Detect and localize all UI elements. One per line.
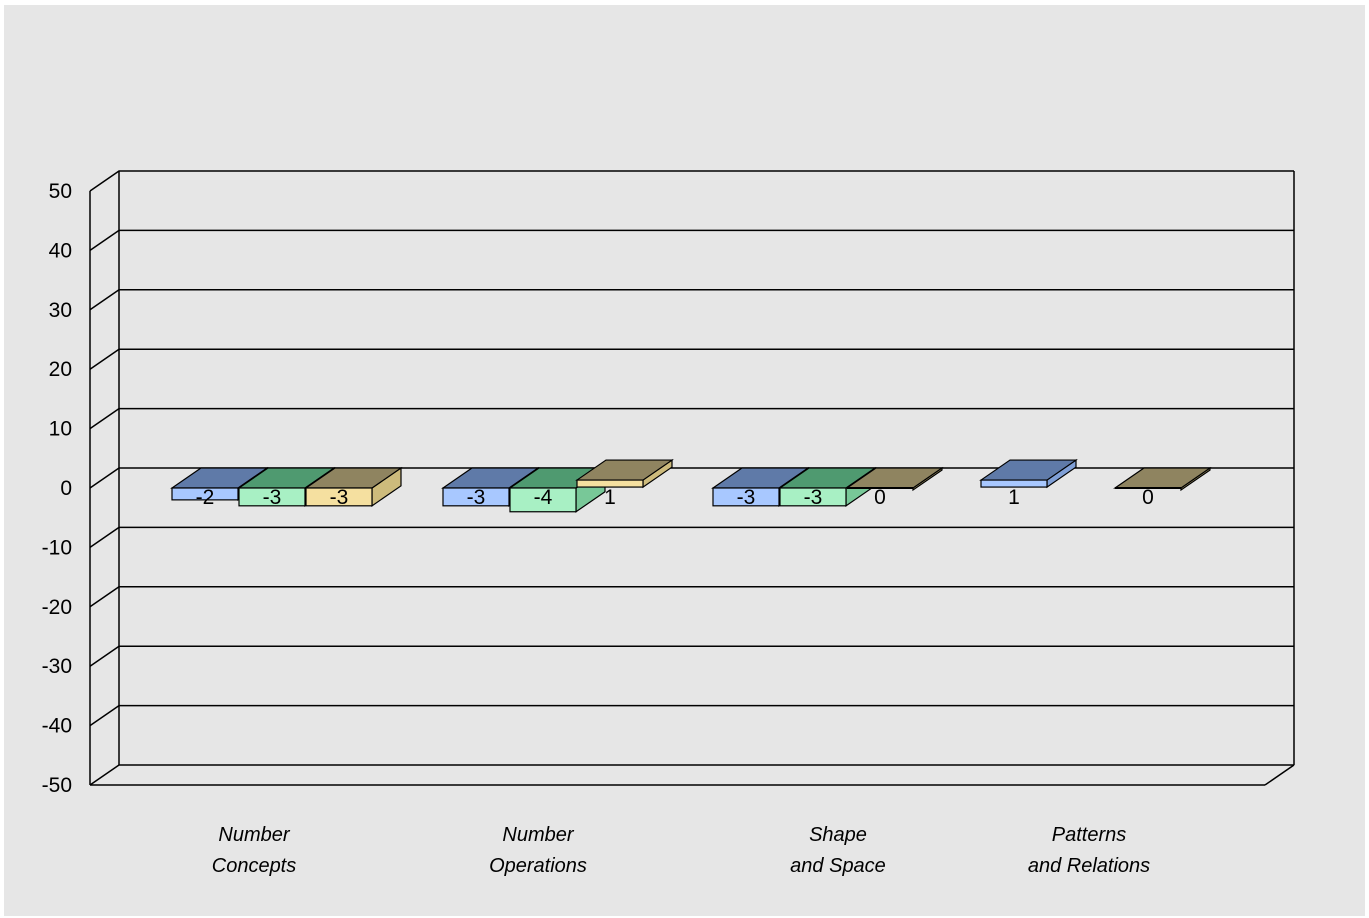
y-tick-label: 20 <box>49 358 72 381</box>
bar-value-label: -3 <box>804 486 823 509</box>
gridline <box>89 407 1294 430</box>
gridline <box>89 526 1294 549</box>
gridline <box>89 170 1294 192</box>
floor-right-edge <box>1264 764 1295 786</box>
gridline <box>89 704 1294 727</box>
x-category-label: Shape <box>809 824 867 846</box>
gridline <box>89 586 1294 608</box>
bar-value-label: -4 <box>534 486 553 509</box>
x-category-label: Operations <box>489 855 587 877</box>
bar-front <box>238 487 306 507</box>
bar-value-label: -2 <box>196 486 215 509</box>
bar-value-label: 1 <box>1008 486 1020 509</box>
bar-value-label: -3 <box>263 486 282 509</box>
y-tick-label: 50 <box>49 180 72 203</box>
bar-value-label: 1 <box>604 486 616 509</box>
bar-value-label: -3 <box>467 486 486 509</box>
x-category-label: Number <box>218 824 290 846</box>
y-tick-label: -10 <box>42 536 72 559</box>
x-category-label: and Relations <box>1028 855 1150 877</box>
bar-value-label: -3 <box>330 486 349 509</box>
bar-value-label: 0 <box>874 486 886 509</box>
bar-front <box>712 487 780 507</box>
bar-top <box>1113 467 1212 489</box>
gridline <box>89 289 1294 311</box>
bar-front <box>980 479 1048 488</box>
x-category-label: Concepts <box>212 855 297 877</box>
y-tick-label: -40 <box>42 715 72 738</box>
y-tick-label: -30 <box>42 655 72 678</box>
bar-value-label: 0 <box>1142 486 1154 509</box>
y-tick-label: 10 <box>49 418 72 441</box>
y-tick-label: 0 <box>60 477 72 500</box>
gridline <box>89 229 1294 252</box>
bar-front <box>171 487 239 501</box>
x-category-label: Patterns <box>1052 824 1126 846</box>
y-tick-label: -20 <box>42 596 72 619</box>
x-category-label: and Space <box>790 855 886 877</box>
chart-panel <box>4 5 1365 916</box>
bar-front <box>779 487 847 507</box>
bar-value-label: -3 <box>737 486 756 509</box>
gridline <box>89 645 1294 667</box>
y-tick-label: 30 <box>49 299 72 322</box>
bar-front <box>305 487 373 507</box>
y-tick-label: 40 <box>49 239 72 262</box>
y-tick-label: -50 <box>42 774 72 797</box>
x-category-label: Number <box>502 824 574 846</box>
bar-front <box>442 487 510 507</box>
gridline <box>89 348 1294 370</box>
bar-front <box>509 487 577 513</box>
bar-front <box>576 479 644 488</box>
gridline <box>89 764 1294 786</box>
